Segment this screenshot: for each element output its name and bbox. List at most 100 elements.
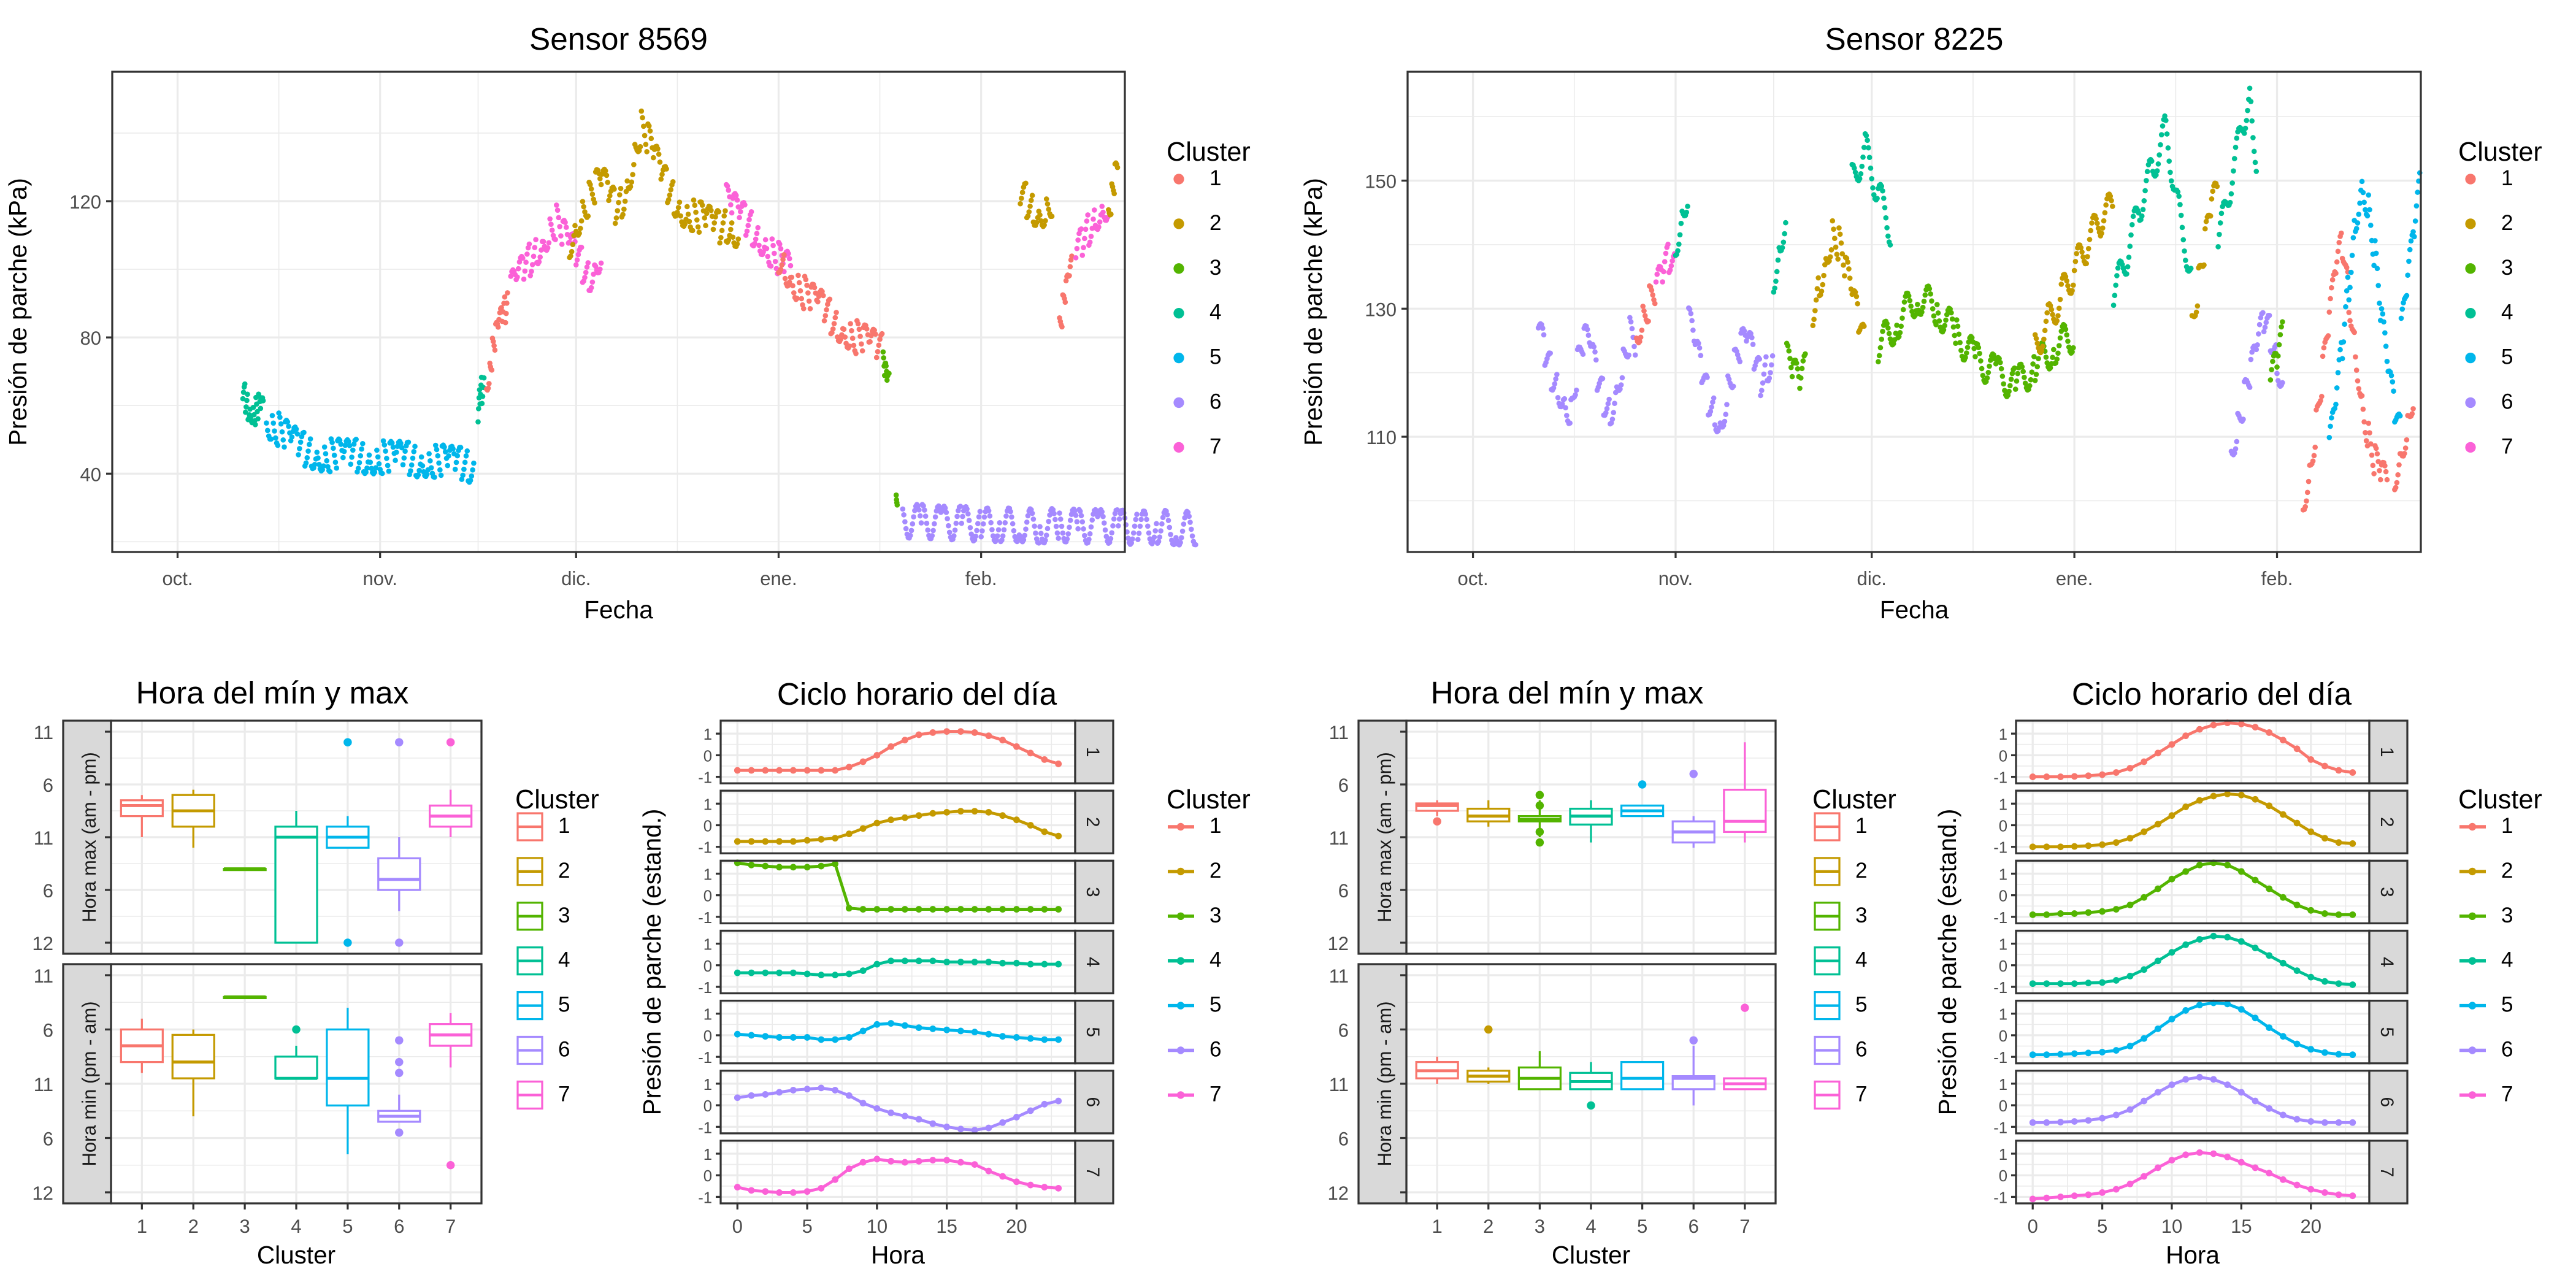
data-point-cluster-6 <box>2255 342 2260 348</box>
series-point <box>2126 765 2134 772</box>
data-point-cluster-2 <box>1029 193 1035 198</box>
x-tick-label: dic. <box>561 568 591 589</box>
data-point-cluster-5 <box>367 459 374 465</box>
data-point-cluster-5 <box>412 443 418 450</box>
series-point <box>1027 822 1034 829</box>
y-tick-label: 1 <box>703 937 712 954</box>
series-point <box>776 864 783 871</box>
data-point-cluster-2 <box>637 144 643 150</box>
data-point-cluster-5 <box>411 448 417 454</box>
data-point-cluster-5 <box>2391 388 2396 394</box>
data-point-cluster-2 <box>642 132 648 139</box>
boxplot-cluster-4 <box>274 1025 318 1080</box>
series-point <box>859 1027 867 1035</box>
series-point <box>1041 828 1048 835</box>
data-point-cluster-3 <box>1969 335 1975 340</box>
facet-strip-label: Hora max (am - pm) <box>1374 752 1395 922</box>
data-point-cluster-3 <box>2057 335 2063 341</box>
legend-key-5 <box>1173 352 1184 364</box>
data-point-cluster-7 <box>1669 258 1675 264</box>
data-point-cluster-4 <box>2124 271 2129 277</box>
y-tick-label: 0 <box>1999 888 2007 905</box>
series-point <box>1013 816 1020 824</box>
facet-strip <box>1074 719 1114 784</box>
data-point-cluster-6 <box>1585 332 1592 338</box>
data-point-cluster-3 <box>1915 301 1920 307</box>
data-point-cluster-6 <box>1553 376 1558 382</box>
chart-title: Sensor 8569 <box>529 21 708 56</box>
data-point-cluster-3 <box>1922 292 1928 298</box>
data-point-cluster-5 <box>2381 319 2386 325</box>
series-point <box>2071 843 2078 850</box>
data-point-cluster-6 <box>1709 404 1714 410</box>
data-point-cluster-1 <box>819 288 825 294</box>
data-point-cluster-2 <box>647 128 653 134</box>
data-point-cluster-3 <box>1887 336 1893 342</box>
series-point <box>2057 980 2064 987</box>
series-point <box>929 1120 937 1127</box>
series-point <box>1055 960 1062 968</box>
data-point-cluster-2 <box>1834 251 1840 258</box>
series-point <box>2071 910 2078 917</box>
series-point <box>915 1024 922 1031</box>
data-point-cluster-5 <box>2328 423 2333 429</box>
data-point-cluster-3 <box>1919 309 1925 315</box>
legend-title: Cluster <box>1812 785 1896 815</box>
data-point-cluster-7 <box>516 259 523 265</box>
data-point-cluster-3 <box>1993 361 1999 367</box>
data-point-cluster-1 <box>2377 477 2383 483</box>
legend-key-point-5 <box>2468 1002 2477 1010</box>
data-point-cluster-1 <box>2311 453 2317 459</box>
data-point-cluster-6 <box>1189 533 1195 539</box>
data-point-cluster-6 <box>2233 446 2239 452</box>
plot-panel <box>2016 721 2369 784</box>
data-point-cluster-4 <box>2218 210 2225 217</box>
series-point <box>1055 761 1062 767</box>
data-point-cluster-7 <box>752 240 757 247</box>
chart-title: Sensor 8225 <box>1825 21 2004 56</box>
data-point-cluster-5 <box>316 461 322 467</box>
series-point <box>2029 911 2036 918</box>
series-point <box>2252 724 2259 730</box>
data-point-cluster-3 <box>2014 378 2020 384</box>
series-point <box>2182 868 2190 875</box>
data-point-cluster-2 <box>2085 254 2090 259</box>
series-point <box>887 957 895 965</box>
data-point-cluster-1 <box>2375 459 2382 464</box>
data-point-cluster-2 <box>2050 312 2055 318</box>
data-point-cluster-2 <box>1819 288 1825 294</box>
data-point-cluster-5 <box>2337 347 2343 353</box>
y-axis-label: Presión de parche (kPa) <box>4 178 32 446</box>
data-point-cluster-5 <box>297 446 302 451</box>
legend-label-7: 7 <box>1855 1082 1868 1106</box>
x-tick-label: oct. <box>162 568 193 589</box>
data-point-cluster-6 <box>1631 343 1637 350</box>
outlier <box>446 1161 455 1170</box>
series-point <box>2224 1000 2231 1008</box>
data-point-cluster-4 <box>2115 265 2121 271</box>
series-point <box>2126 1043 2134 1049</box>
data-point-cluster-4 <box>2160 123 2166 129</box>
data-point-cluster-1 <box>778 267 784 272</box>
data-point-cluster-1 <box>864 326 870 332</box>
facet-strip <box>1074 1140 1114 1205</box>
data-point-cluster-1 <box>791 290 797 296</box>
series-point <box>2182 941 2190 948</box>
series-point <box>734 1030 741 1038</box>
data-point-cluster-5 <box>307 442 312 448</box>
series-point <box>887 743 895 750</box>
data-point-cluster-2 <box>713 214 718 220</box>
legend-label-2: 2 <box>1855 859 1868 883</box>
y-tick-label: -1 <box>1993 840 2007 857</box>
data-point-cluster-2 <box>1821 272 1827 278</box>
data-point-cluster-1 <box>2312 444 2318 450</box>
series-point <box>2141 894 2148 901</box>
data-point-cluster-5 <box>416 467 422 473</box>
data-point-cluster-6 <box>1156 539 1162 545</box>
series-point <box>762 1033 769 1040</box>
data-point-cluster-4 <box>1783 220 1788 226</box>
data-point-cluster-1 <box>832 315 838 321</box>
data-point-cluster-6 <box>1555 395 1561 401</box>
data-point-cluster-4 <box>242 381 248 387</box>
data-point-cluster-2 <box>570 242 576 247</box>
